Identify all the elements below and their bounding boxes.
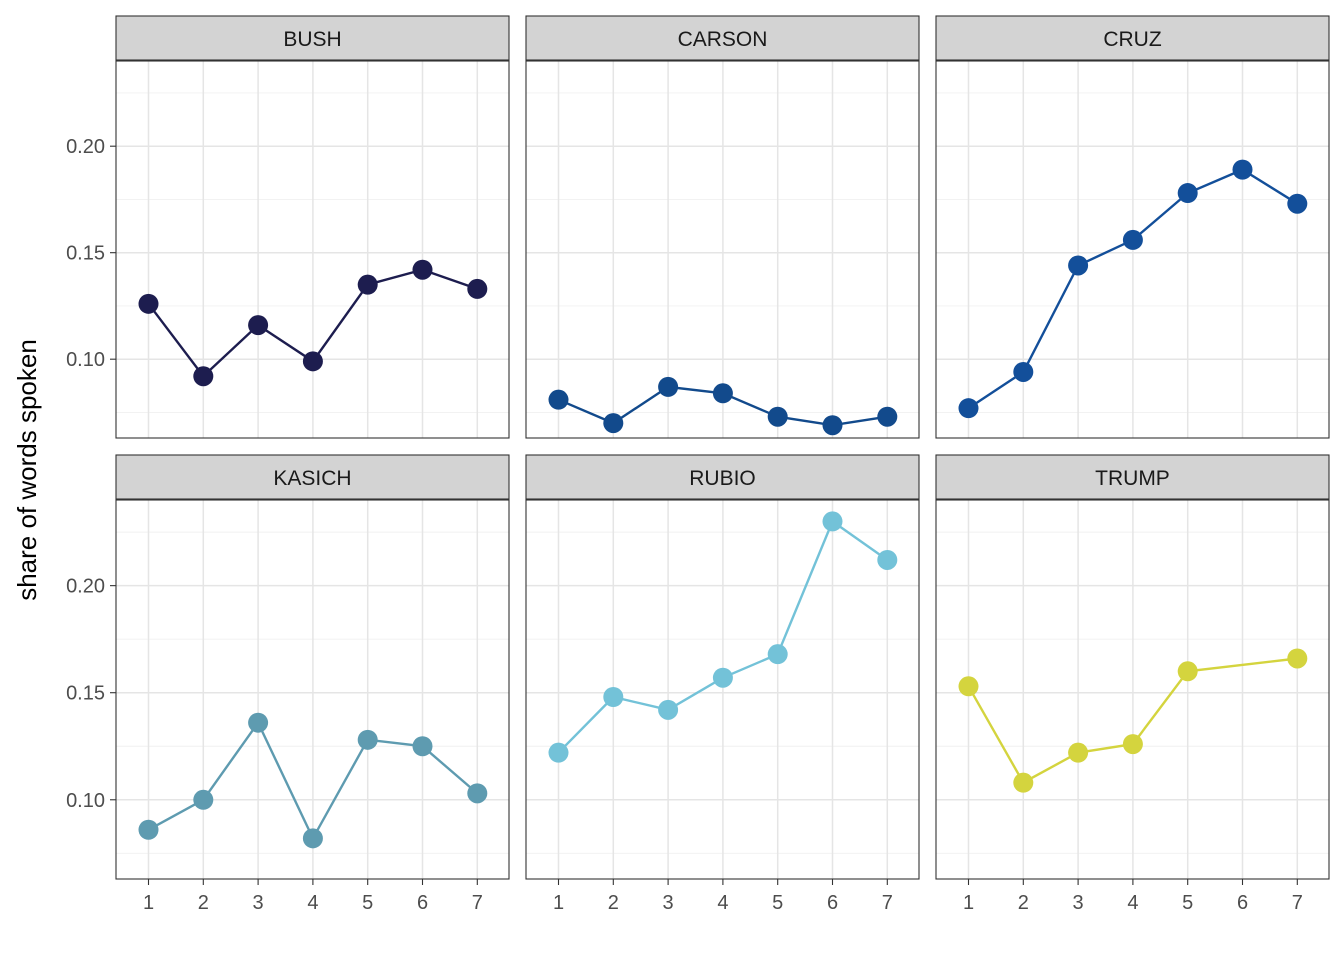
strip-kasich bbox=[115, 454, 510, 500]
data-point-cruz bbox=[958, 398, 979, 419]
data-point-kasich bbox=[248, 712, 269, 733]
panel-border-bush bbox=[115, 60, 510, 439]
data-point-trump bbox=[1013, 772, 1034, 793]
data-point-kasich bbox=[412, 736, 433, 757]
x-tick-label: 1 bbox=[963, 892, 974, 914]
x-tick-label: 6 bbox=[417, 892, 428, 914]
strip-trump bbox=[935, 454, 1330, 500]
data-point-trump bbox=[1122, 734, 1143, 755]
data-point-kasich bbox=[302, 828, 323, 849]
data-point-rubio bbox=[548, 742, 569, 763]
data-point-bush bbox=[302, 351, 323, 372]
x-tick-label: 4 bbox=[307, 892, 318, 914]
panel-rubio: RUBIO 1 2 3 4 5 6 7 bbox=[525, 454, 920, 914]
data-point-carson bbox=[822, 415, 843, 436]
data-point-kasich bbox=[357, 729, 378, 750]
y-tick-label: 0.10 bbox=[66, 790, 105, 812]
panel-kasich: KASICH 0.10 0.15 0.20 1 2 3 4 5 6 7 bbox=[66, 454, 510, 914]
data-point-carson bbox=[603, 413, 624, 434]
data-point-carson bbox=[658, 376, 679, 397]
x-tick-label: 3 bbox=[1073, 892, 1084, 914]
x-tick-label: 5 bbox=[772, 892, 783, 914]
x-tick-label: 2 bbox=[608, 892, 619, 914]
data-point-trump bbox=[1068, 742, 1089, 763]
data-point-kasich bbox=[193, 789, 214, 810]
data-point-carson bbox=[548, 389, 569, 410]
x-tick-label: 6 bbox=[1237, 892, 1248, 914]
data-point-cruz bbox=[1068, 255, 1089, 276]
strip-cruz bbox=[935, 15, 1330, 61]
y-tick-label: 0.20 bbox=[66, 576, 105, 598]
data-point-rubio bbox=[658, 699, 679, 720]
data-point-kasich bbox=[138, 819, 159, 840]
data-point-cruz bbox=[1232, 159, 1253, 180]
strip-label-bush: BUSH bbox=[283, 28, 341, 51]
data-point-carson bbox=[712, 383, 733, 404]
strip-rubio bbox=[525, 454, 920, 500]
strip-label-carson: CARSON bbox=[678, 28, 768, 51]
x-tick-label: 7 bbox=[1292, 892, 1303, 914]
panel-border-cruz bbox=[935, 60, 1330, 439]
data-point-bush bbox=[357, 274, 378, 295]
panel-cruz: CRUZ bbox=[935, 15, 1330, 439]
data-point-carson bbox=[767, 406, 788, 427]
x-tick-label: 2 bbox=[198, 892, 209, 914]
y-tick-label: 0.10 bbox=[66, 349, 105, 371]
strip-label-kasich: KASICH bbox=[273, 467, 351, 490]
y-axis-title: share of words spoken bbox=[12, 339, 42, 601]
x-tick-label: 6 bbox=[827, 892, 838, 914]
x-tick-label: 7 bbox=[472, 892, 483, 914]
x-tick-label: 3 bbox=[663, 892, 674, 914]
x-tick-label: 5 bbox=[362, 892, 373, 914]
y-tick-label: 0.15 bbox=[66, 243, 105, 265]
x-tick-label: 7 bbox=[882, 892, 893, 914]
strip-label-rubio: RUBIO bbox=[689, 467, 756, 490]
data-point-cruz bbox=[1287, 193, 1308, 214]
x-tick-label: 3 bbox=[253, 892, 264, 914]
panel-carson: CARSON bbox=[525, 15, 920, 439]
data-point-bush bbox=[193, 366, 214, 387]
data-point-rubio bbox=[822, 511, 843, 532]
strip-carson bbox=[525, 15, 920, 61]
data-point-carson bbox=[877, 406, 898, 427]
strip-label-cruz: CRUZ bbox=[1103, 28, 1161, 51]
data-point-trump bbox=[1177, 661, 1198, 682]
x-tick-label: 1 bbox=[553, 892, 564, 914]
data-point-rubio bbox=[767, 644, 788, 665]
panel-bush: BUSH 0.10 0.15 0.20 bbox=[66, 15, 510, 439]
x-tick-label: 4 bbox=[717, 892, 728, 914]
data-point-trump bbox=[1287, 648, 1308, 669]
data-point-bush bbox=[248, 315, 269, 336]
series-line-trump bbox=[967, 657, 1298, 785]
data-point-rubio bbox=[603, 686, 624, 707]
strip-bush bbox=[115, 15, 510, 61]
data-point-cruz bbox=[1122, 229, 1143, 250]
x-tick-label: 5 bbox=[1182, 892, 1193, 914]
data-point-cruz bbox=[1177, 183, 1198, 204]
data-point-bush bbox=[467, 278, 488, 299]
panel-trump: TRUMP 1 2 3 4 5 6 7 bbox=[935, 454, 1330, 914]
y-tick-label: 0.15 bbox=[66, 683, 105, 705]
x-tick-label: 2 bbox=[1018, 892, 1029, 914]
panel-border-carson bbox=[525, 60, 920, 439]
y-tick-label: 0.20 bbox=[66, 136, 105, 158]
strip-label-trump: TRUMP bbox=[1095, 467, 1170, 490]
data-point-kasich bbox=[467, 783, 488, 804]
data-point-bush bbox=[138, 293, 159, 314]
data-point-trump bbox=[958, 676, 979, 697]
x-tick-label: 4 bbox=[1127, 892, 1138, 914]
data-point-rubio bbox=[877, 549, 898, 570]
data-point-cruz bbox=[1013, 361, 1034, 382]
data-point-bush bbox=[412, 259, 433, 280]
data-point-rubio bbox=[712, 667, 733, 688]
x-tick-label: 1 bbox=[143, 892, 154, 914]
